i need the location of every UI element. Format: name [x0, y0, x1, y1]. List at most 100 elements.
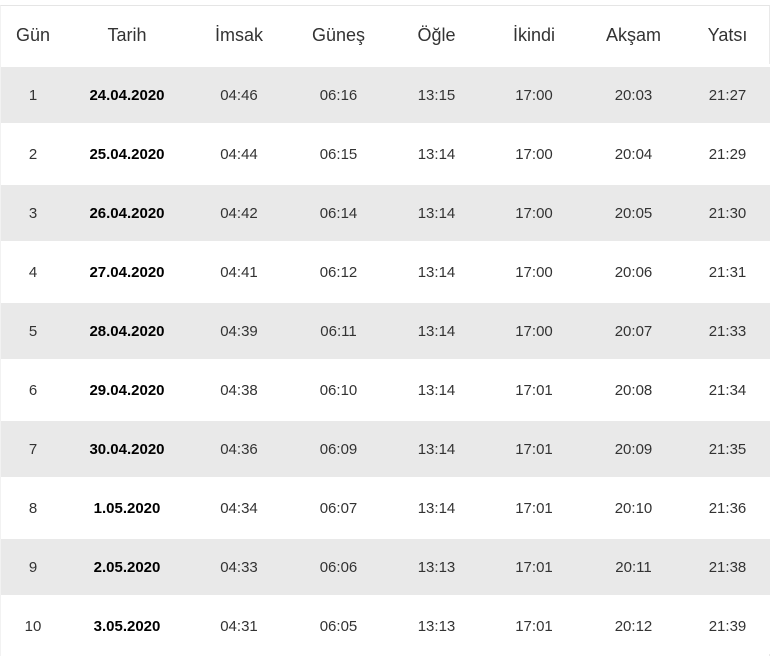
cell-ikindi: 17:01: [485, 595, 583, 654]
cell-imsak: 04:34: [189, 477, 289, 538]
column-header-gun: Gün: [15, 24, 51, 45]
table-row: 1 24.04.2020 04:46 06:16 13:15 17:00 20:03 21:2…: [1, 64, 770, 125]
table-body: 1 24.04.2020 04:46 06:16 13:15 17:00 20:03 21:2…: [1, 64, 770, 654]
cell-ikindi: 17:01: [485, 418, 583, 479]
cell-imsak: 04:44: [189, 123, 289, 184]
cell-ikindi: 17:01: [485, 477, 583, 538]
cell-yatsi: 21:34: [684, 359, 770, 420]
table-row: 6 29.04.2020 04:38 06:10 13:14 17:01 20:08 21:3…: [1, 359, 770, 420]
cell-ikindi: 17:00: [485, 182, 583, 243]
cell-yatsi: 21:36: [684, 477, 770, 538]
cell-imsak: 04:31: [189, 595, 289, 654]
cell-tarih: 2.05.2020: [65, 536, 189, 597]
cell-gun: 10: [1, 595, 65, 654]
cell-imsak: 04:33: [189, 536, 289, 597]
cell-yatsi: 21:39: [684, 595, 770, 654]
cell-aksam: 20:10: [583, 477, 684, 538]
cell-gunes: 06:15: [289, 123, 388, 184]
cell-tarih: 25.04.2020: [65, 123, 189, 184]
cell-gun: 7: [1, 418, 65, 479]
cell-tarih: 29.04.2020: [65, 359, 189, 420]
column-header-tarih: Tarih: [107, 24, 147, 45]
cell-gunes: 06:16: [289, 64, 388, 125]
cell-imsak: 04:38: [189, 359, 289, 420]
column-header-imsak: İmsak: [214, 24, 263, 45]
cell-tarih: 24.04.2020: [65, 64, 189, 125]
cell-imsak: 04:36: [189, 418, 289, 479]
cell-ogle: 13:14: [388, 477, 485, 538]
column-header-ogle: Öğle: [417, 24, 456, 45]
cell-aksam: 20:04: [583, 123, 684, 184]
prayer-times-table-container: Gün Tarih İmsak Güneş Öğle İkindi Akşam Yatsı 1…: [0, 5, 770, 656]
cell-tarih: 26.04.2020: [65, 182, 189, 243]
table-row: 4 27.04.2020 04:41 06:12 13:14 17:00 20:06 21:3…: [1, 241, 770, 302]
table-row: 3 26.04.2020 04:42 06:14 13:14 17:00 20:05 21:3…: [1, 182, 770, 243]
cell-gunes: 06:10: [289, 359, 388, 420]
cell-ikindi: 17:01: [485, 536, 583, 597]
cell-yatsi: 21:33: [684, 300, 770, 361]
cell-ikindi: 17:00: [485, 300, 583, 361]
cell-imsak: 04:39: [189, 300, 289, 361]
cell-ogle: 13:14: [388, 300, 485, 361]
cell-ogle: 13:14: [388, 418, 485, 479]
cell-ikindi: 17:00: [485, 241, 583, 302]
cell-yatsi: 21:27: [684, 64, 770, 125]
cell-yatsi: 21:31: [684, 241, 770, 302]
header-row: Gün Tarih İmsak Güneş Öğle İkindi Akşam Yatsı: [1, 6, 770, 66]
cell-ogle: 13:14: [388, 241, 485, 302]
cell-ogle: 13:14: [388, 182, 485, 243]
cell-imsak: 04:41: [189, 241, 289, 302]
cell-tarih: 30.04.2020: [65, 418, 189, 479]
cell-gunes: 06:12: [289, 241, 388, 302]
cell-yatsi: 21:35: [684, 418, 770, 479]
cell-aksam: 20:11: [583, 536, 684, 597]
cell-ogle: 13:15: [388, 64, 485, 125]
cell-aksam: 20:05: [583, 182, 684, 243]
cell-ikindi: 17:01: [485, 359, 583, 420]
cell-yatsi: 21:29: [684, 123, 770, 184]
table-row: 7 30.04.2020 04:36 06:09 13:14 17:01 20:09 21:3…: [1, 418, 770, 479]
cell-imsak: 04:42: [189, 182, 289, 243]
cell-tarih: 28.04.2020: [65, 300, 189, 361]
cell-ogle: 13:14: [388, 123, 485, 184]
cell-aksam: 20:08: [583, 359, 684, 420]
table-header: Gün Tarih İmsak Güneş Öğle İkindi Akşam Yatsı: [1, 6, 770, 66]
column-header-ikindi: İkindi: [512, 24, 556, 45]
cell-gunes: 06:14: [289, 182, 388, 243]
cell-gun: 5: [1, 300, 65, 361]
cell-imsak: 04:46: [189, 64, 289, 125]
table-row: 9 2.05.2020 04:33 06:06 13:13 17:01 20:11 21:38: [1, 536, 770, 597]
cell-tarih: 27.04.2020: [65, 241, 189, 302]
cell-tarih: 3.05.2020: [65, 595, 189, 654]
prayer-times-table: Gün Tarih İmsak Güneş Öğle İkindi Akşam Yatsı 1…: [1, 6, 770, 654]
cell-aksam: 20:06: [583, 241, 684, 302]
table-row: 5 28.04.2020 04:39 06:11 13:14 17:00 20:07 21:3…: [1, 300, 770, 361]
cell-gun: 9: [1, 536, 65, 597]
cell-gunes: 06:07: [289, 477, 388, 538]
table-row: 2 25.04.2020 04:44 06:15 13:14 17:00 20:04 21:2…: [1, 123, 770, 184]
cell-gunes: 06:06: [289, 536, 388, 597]
cell-ogle: 13:13: [388, 536, 485, 597]
cell-aksam: 20:12: [583, 595, 684, 654]
cell-gunes: 06:09: [289, 418, 388, 479]
cell-ikindi: 17:00: [485, 123, 583, 184]
table-row: 10 3.05.2020 04:31 06:05 13:13 17:01 20:12 21:3…: [1, 595, 770, 654]
cell-tarih: 1.05.2020: [65, 477, 189, 538]
column-header-yatsi: Yatsı: [707, 24, 748, 45]
cell-aksam: 20:09: [583, 418, 684, 479]
cell-aksam: 20:07: [583, 300, 684, 361]
column-header-aksam: Akşam: [605, 24, 661, 45]
cell-gunes: 06:11: [289, 300, 388, 361]
prayer-times-page: Gün Tarih İmsak Güneş Öğle İkindi Akşam Yatsı 1…: [0, 5, 770, 656]
cell-gun: 3: [1, 182, 65, 243]
cell-ikindi: 17:00: [485, 64, 583, 125]
cell-gun: 1: [1, 64, 65, 125]
cell-yatsi: 21:30: [684, 182, 770, 243]
cell-ogle: 13:13: [388, 595, 485, 654]
cell-gun: 2: [1, 123, 65, 184]
cell-gun: 8: [1, 477, 65, 538]
cell-ogle: 13:14: [388, 359, 485, 420]
cell-gunes: 06:05: [289, 595, 388, 654]
cell-aksam: 20:03: [583, 64, 684, 125]
cell-gun: 4: [1, 241, 65, 302]
